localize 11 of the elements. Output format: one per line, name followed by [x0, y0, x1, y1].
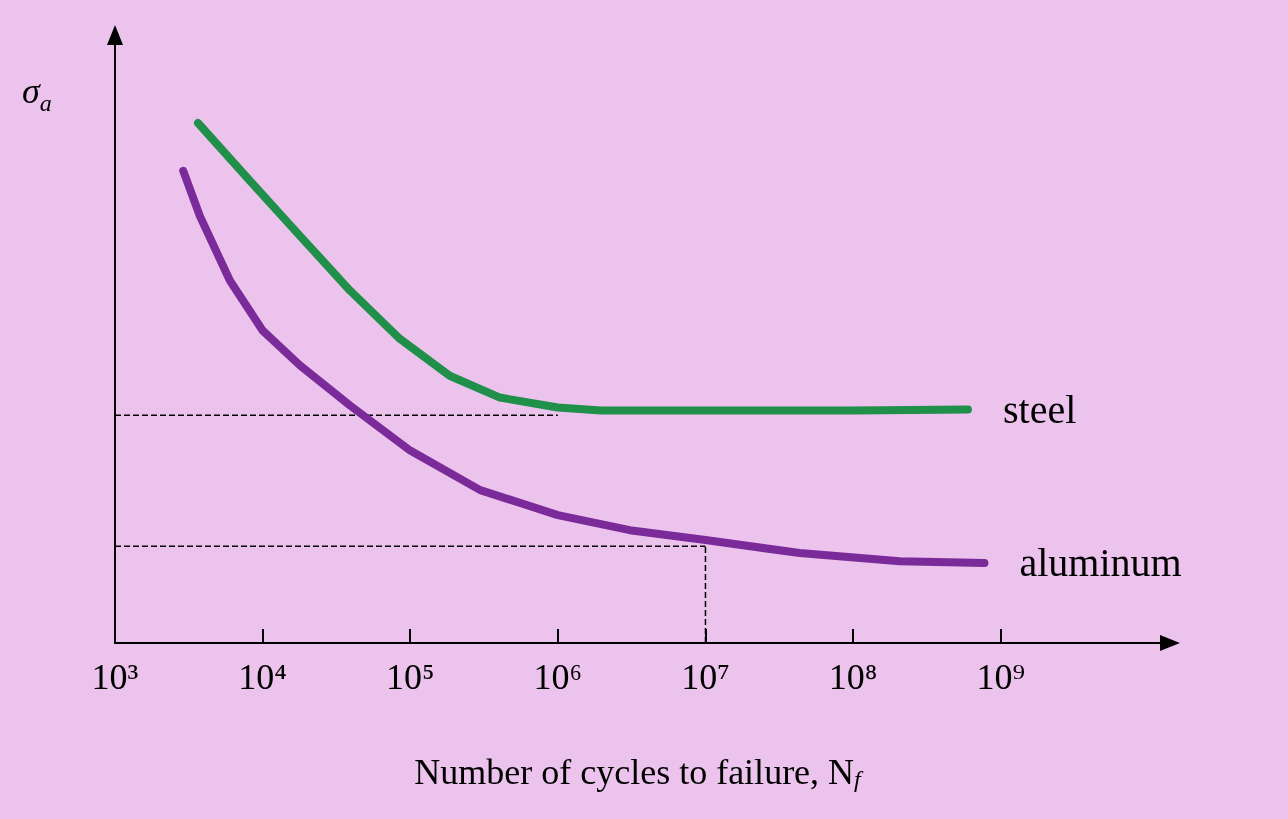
x-tick-label: 10⁷ — [681, 657, 730, 697]
series-label: steel — [1002, 387, 1077, 433]
x-axis-title: Number of cycles to failure, Nf — [414, 752, 865, 792]
x-tick-label: 10⁶ — [533, 657, 583, 697]
x-tick-label: 10⁵ — [385, 657, 435, 697]
y-axis-title: σ$_{a}$ — [22, 70, 52, 118]
x-tick-label: 10⁹ — [976, 657, 1025, 697]
x-tick-label: 10³ — [91, 657, 139, 697]
x-tick-label: 10⁴ — [238, 657, 287, 697]
x-tick-label: 10⁸ — [828, 657, 878, 697]
series-label: aluminum — [1019, 540, 1182, 586]
